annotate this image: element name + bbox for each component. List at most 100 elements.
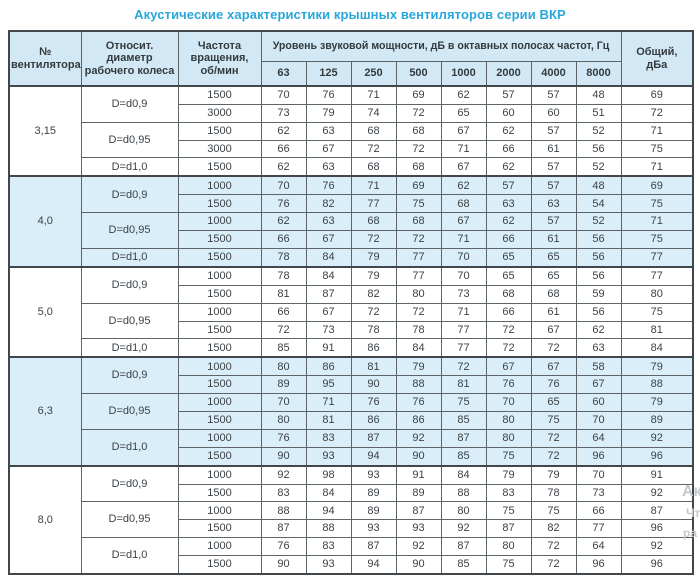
sound-level-cell: 52	[575, 157, 622, 177]
sound-level-cell: 62	[485, 157, 532, 177]
sound-level-cell: 56	[575, 265, 622, 286]
fan-number-cell: 3,15	[8, 85, 82, 177]
total-dba-cell: 77	[620, 265, 694, 286]
sound-level-cell: 65	[440, 103, 487, 123]
sound-level-cell: 67	[530, 356, 577, 377]
sound-level-cell: 75	[485, 501, 532, 521]
sound-level-cell: 80	[485, 411, 532, 430]
total-dba-cell: 87	[620, 501, 694, 521]
sound-level-cell: 77	[395, 265, 442, 286]
sound-level-cell: 75	[395, 194, 442, 214]
sound-level-cell: 79	[485, 464, 532, 485]
sound-level-cell: 66	[575, 501, 622, 521]
rpm-cell: 1500	[177, 320, 262, 340]
total-dba-cell: 77	[620, 247, 694, 268]
sound-level-cell: 68	[350, 212, 397, 232]
sound-level-cell: 62	[485, 212, 532, 232]
table-row: 6,3 D=d0,9 1000 80 86 81 79 72 67 67 58 79	[8, 356, 694, 467]
sound-level-cell: 66	[260, 139, 307, 159]
sound-level-cell: 69	[395, 175, 442, 196]
header-freq-500: 500	[395, 61, 442, 87]
sound-level-cell: 71	[350, 85, 397, 105]
sound-level-cell: 81	[350, 356, 397, 377]
sound-level-cell: 71	[440, 230, 487, 249]
sound-level-cell: 83	[485, 483, 532, 503]
rpm-cell: 1500	[177, 519, 262, 539]
sound-level-cell: 61	[530, 230, 577, 249]
sound-level-cell: 87	[485, 519, 532, 539]
page-title: Акустические характеристики крышных вент…	[134, 7, 566, 22]
total-dba-cell: 75	[620, 139, 694, 159]
sound-level-cell: 67	[575, 375, 622, 395]
rpm-cell: 1500	[177, 483, 262, 503]
table-row: D=d1,0 1000 76 83 87 92 87 80 72 64 92	[9, 537, 694, 575]
sound-level-cell: 87	[260, 519, 307, 539]
rpm-cell: 3000	[177, 103, 262, 123]
sound-level-cell: 72	[395, 230, 442, 249]
sound-level-cell: 72	[395, 302, 442, 322]
total-dba-cell: 92	[620, 483, 694, 503]
sound-level-cell: 71	[350, 175, 397, 196]
total-dba-cell: 84	[620, 338, 694, 358]
rpm-cell: 1000	[177, 356, 262, 377]
table-row: 1500 80 81 86 86 85 80 75 70 89	[9, 411, 694, 430]
sound-level-cell: 70	[575, 464, 622, 485]
sound-level-cell: 90	[395, 446, 442, 467]
sound-level-cell: 81	[260, 284, 307, 304]
sound-level-cell: 79	[395, 356, 442, 377]
sound-level-cell: 78	[530, 483, 577, 503]
sound-level-cell: 75	[485, 446, 532, 467]
sound-level-cell: 90	[350, 375, 397, 395]
table-body: 3,15 D=d0,9 1500 70 76 71 69 62 57 57 48 69 3000 73 79…	[8, 85, 694, 575]
sound-level-cell: 67	[485, 356, 532, 377]
table-row: 1500 89 95 90 88 81 76 76 67 88	[9, 375, 694, 395]
sound-level-cell: 86	[305, 356, 352, 377]
total-dba-cell: 69	[620, 85, 694, 105]
sound-level-cell: 68	[395, 212, 442, 232]
table-row: D=d0,95 1000 66 67 72 72 71 66 61 56 75	[9, 302, 694, 340]
sound-level-cell: 85	[440, 411, 487, 430]
sound-level-cell: 95	[305, 375, 352, 395]
sound-level-cell: 71	[440, 302, 487, 322]
rpm-cell: 3000	[177, 139, 262, 159]
sound-level-cell: 61	[530, 302, 577, 322]
total-dba-cell: 75	[620, 194, 694, 214]
sound-level-cell: 68	[350, 121, 397, 141]
sound-level-cell: 92	[440, 519, 487, 539]
rpm-cell: 1500	[177, 338, 262, 358]
sound-level-cell: 68	[440, 194, 487, 214]
header-relative-diameter: Относит. диаметр рабочего колеса	[80, 30, 179, 87]
sound-level-cell: 64	[575, 428, 622, 448]
sound-level-cell: 96	[575, 446, 622, 467]
diameter-cell: D=d0,9	[80, 356, 179, 395]
sound-level-cell: 86	[395, 411, 442, 430]
sound-level-cell: 75	[485, 554, 532, 575]
rpm-cell: 1500	[177, 194, 262, 214]
sound-level-cell: 87	[440, 537, 487, 556]
sound-level-cell: 66	[260, 302, 307, 322]
sound-level-cell: 82	[305, 194, 352, 214]
sound-level-cell: 93	[395, 519, 442, 539]
header-freq-125: 125	[305, 61, 352, 87]
sound-level-cell: 67	[530, 320, 577, 340]
header-total-dba: Общий, дБа	[620, 30, 694, 87]
sound-level-cell: 96	[575, 554, 622, 575]
sound-level-cell: 70	[485, 393, 532, 412]
sound-level-cell: 72	[350, 302, 397, 322]
table-row: 1500 87 88 93 93 92 87 82 77 96	[9, 519, 694, 539]
sound-level-cell: 76	[260, 428, 307, 448]
rpm-cell: 1000	[177, 393, 262, 412]
sound-level-cell: 70	[260, 175, 307, 196]
sound-level-cell: 77	[440, 338, 487, 358]
sound-level-cell: 62	[260, 157, 307, 177]
sound-level-cell: 76	[485, 375, 532, 395]
sound-level-cell: 73	[440, 284, 487, 304]
sound-level-cell: 72	[530, 554, 577, 575]
sound-level-cell: 75	[530, 501, 577, 521]
header-freq-2000: 2000	[485, 61, 532, 87]
sound-level-cell: 52	[575, 212, 622, 232]
sound-level-cell: 74	[350, 103, 397, 123]
diameter-cell: D=d0,95	[80, 302, 179, 340]
sound-level-cell: 60	[575, 393, 622, 412]
table-row: D=d0,95 1000 88 94 89 87 80 75 75 66 87	[9, 501, 694, 539]
